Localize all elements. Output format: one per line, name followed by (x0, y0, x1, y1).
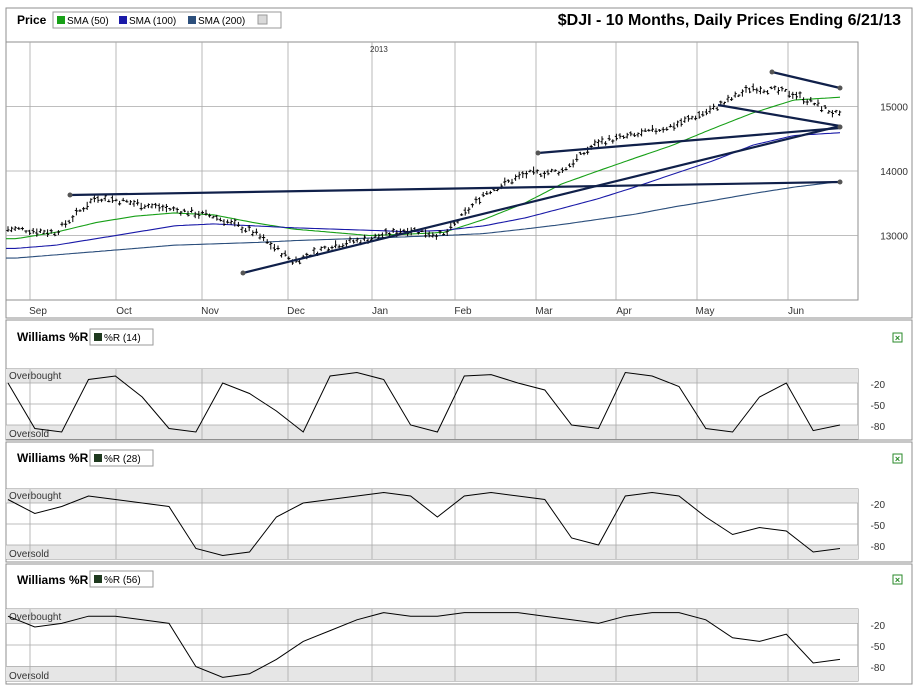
price-x-tick-label: Jan (372, 306, 388, 317)
wr14-line (7, 371, 841, 433)
williams-panel-28: Williams %R %R (28) × Overbought Oversol… (5, 441, 913, 563)
wr28-overbought-label: Overbought (9, 491, 61, 502)
wr14-overbought-band (6, 369, 858, 383)
wr14-grid (6, 369, 858, 439)
wr14-oversold-band (6, 425, 858, 439)
wr28-title: Williams %R (17, 451, 89, 465)
legend-sma100-swatch (119, 16, 127, 24)
williams-panel-14: Williams %R %R (14) × Overbought Oversol… (5, 319, 913, 441)
legend-sma50-label: SMA (50) (67, 16, 109, 27)
wr56-title: Williams %R (17, 573, 89, 587)
wr14-legend-label: %R (14) (104, 333, 141, 344)
wr56-tick-50: -50 (871, 642, 886, 653)
chart-title: $DJI - 10 Months, Daily Prices Ending 6/… (558, 12, 901, 29)
williams-panels: Williams %R %R (14) × Overbought Oversol… (5, 319, 913, 685)
price-y-tick-label: 15000 (880, 103, 908, 114)
price-x-tick-label: Feb (454, 306, 472, 317)
price-y-tick-label: 13000 (880, 232, 908, 243)
legend-sma200-swatch (188, 16, 196, 24)
price-x-tick-label: May (696, 306, 715, 317)
wr14-overbought-label: Overbought (9, 371, 61, 382)
wr56-oversold-band (6, 666, 858, 681)
price-x-tick-label: Mar (535, 306, 553, 317)
wr14-legend-swatch (94, 333, 102, 341)
trendlines (67, 69, 843, 276)
trendline-anchor (769, 69, 775, 75)
wr56-close-box[interactable] (892, 574, 903, 585)
price-legend-box (52, 11, 282, 29)
legend-close-icon[interactable] (257, 14, 268, 25)
wr28-line (7, 491, 841, 557)
trendline-anchor (535, 150, 541, 156)
wr28-legend-box (89, 449, 154, 467)
wr28-close-icon[interactable]: × (895, 454, 900, 464)
wr56-overbought-label: Overbought (9, 612, 61, 623)
wr14-close-icon[interactable]: × (895, 333, 900, 343)
trendline-anchor (67, 192, 73, 198)
wr56-legend-box (89, 570, 154, 588)
wr28-oversold-band (6, 545, 858, 559)
trendline-support-long (69, 180, 841, 197)
wr56-close-icon[interactable]: × (895, 575, 900, 585)
wr28-overbought-band (6, 489, 858, 503)
trendline-wedge-lower (717, 103, 841, 128)
legend-sma200-label: SMA (200) (198, 16, 245, 27)
price-x-ticks: Sep Oct Nov Dec Jan Feb Mar Apr May Jun (29, 306, 804, 317)
trendline-anchor (837, 179, 843, 185)
price-x-tick-label: Nov (201, 306, 219, 317)
sma50-line (6, 96, 841, 240)
wr28-tick-50: -50 (871, 521, 886, 532)
sma200-line (6, 180, 841, 259)
trendline-wedge-upper (771, 70, 841, 90)
wr28-legend-swatch (94, 454, 102, 462)
wr28-legend-label: %R (28) (104, 454, 141, 465)
wr56-oversold-label: Oversold (9, 671, 49, 682)
trendline-march (537, 126, 841, 155)
wr56-line (7, 612, 841, 678)
price-x-tick-label: Dec (287, 306, 305, 317)
wr28-tick-80: -80 (871, 542, 886, 553)
wr14-tick-50: -50 (871, 401, 886, 412)
wr56-legend-label: %R (56) (104, 575, 141, 586)
wr14-tick-80: -80 (871, 422, 886, 433)
trendline-anchor (240, 270, 246, 276)
price-x-tick-label: Sep (29, 306, 47, 317)
price-panel-label: Price (17, 13, 47, 27)
wr14-legend-box (89, 328, 154, 346)
wr14-close-box[interactable] (892, 332, 903, 343)
wr28-oversold-label: Oversold (9, 549, 49, 560)
wr56-tick-20: -20 (871, 621, 886, 632)
wr28-close-box[interactable] (892, 453, 903, 464)
williams-panel-56: Williams %R %R (56) × Overbought Oversol… (5, 563, 913, 685)
price-x-tick-label: Jun (788, 306, 804, 317)
price-y-tick-label: 14000 (880, 167, 908, 178)
year-label: 2013 (370, 45, 388, 54)
price-y-ticks: 13000 14000 15000 (880, 103, 908, 243)
wr56-grid (6, 609, 858, 681)
trendline-anchor (837, 124, 843, 130)
legend-sma50-swatch (57, 16, 65, 24)
price-x-tick-label: Oct (116, 306, 132, 317)
wr14-tick-20: -20 (871, 380, 886, 391)
wr56-tick-80: -80 (871, 663, 886, 674)
trendline-anchor (837, 85, 843, 91)
wr28-tick-20: -20 (871, 500, 886, 511)
wr56-legend-swatch (94, 575, 102, 583)
wr14-title: Williams %R (17, 330, 89, 344)
legend-sma100-label: SMA (100) (129, 16, 176, 27)
trendline-rising (242, 124, 841, 275)
wr14-oversold-label: Oversold (9, 429, 49, 440)
price-panel: Price SMA (50) SMA (100) SMA (200) $DJI … (5, 7, 913, 319)
price-x-tick-label: Apr (616, 306, 632, 317)
